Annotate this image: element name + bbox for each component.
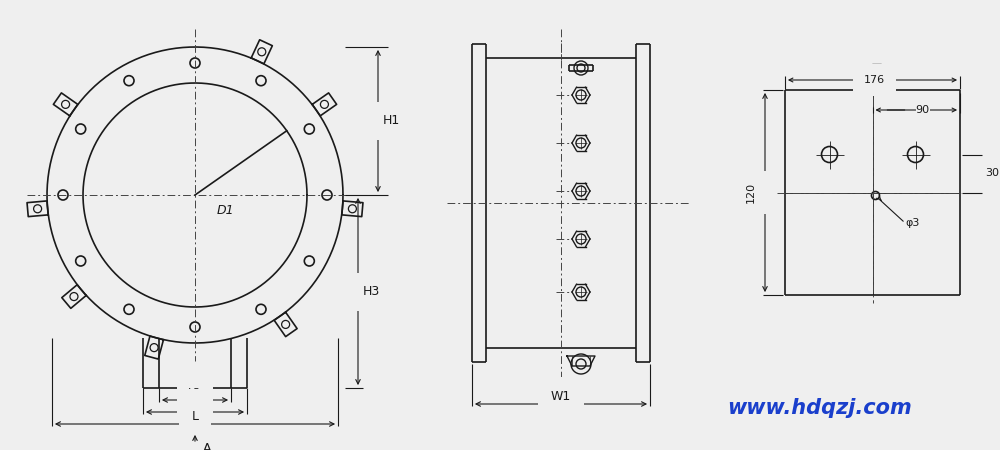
Text: www.hdqzj.com: www.hdqzj.com (728, 398, 912, 418)
Text: 90: 90 (916, 105, 930, 115)
Text: L2: L2 (188, 388, 202, 398)
Text: W1: W1 (551, 390, 571, 402)
Text: 30: 30 (985, 168, 999, 179)
Text: D1: D1 (216, 203, 234, 216)
Text: H1: H1 (382, 114, 400, 127)
Text: L1: L1 (188, 400, 202, 410)
Text: L: L (192, 410, 198, 423)
Text: A: A (203, 442, 212, 450)
Text: 176: 176 (864, 75, 885, 85)
Text: H3: H3 (362, 285, 380, 298)
Text: φ3: φ3 (906, 219, 920, 229)
Text: A: A (860, 66, 869, 78)
Text: 120: 120 (746, 182, 756, 203)
Bar (872, 64, 881, 78)
